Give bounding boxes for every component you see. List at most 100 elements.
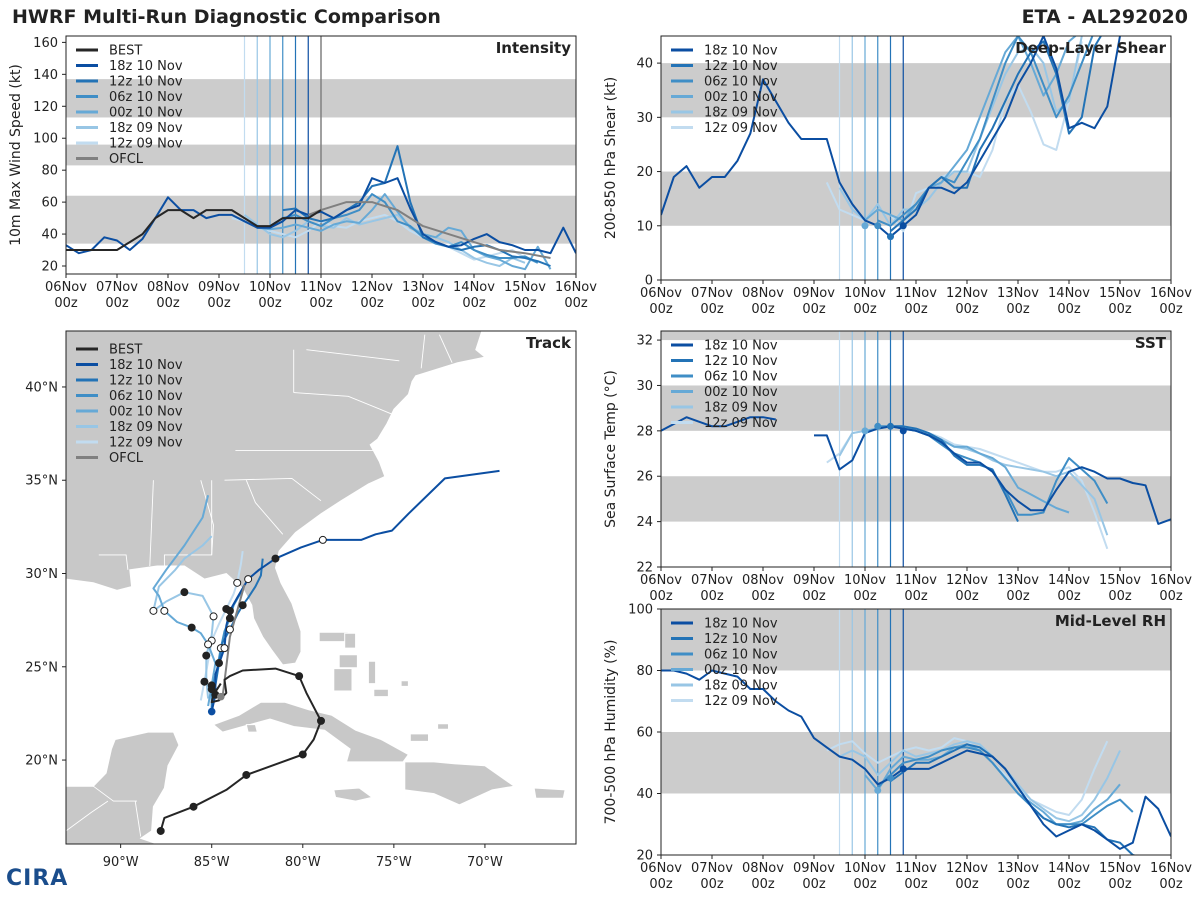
series-line <box>269 193 539 264</box>
x-tick-label: 06Nov <box>640 861 682 876</box>
x-tick-label: 00z <box>853 877 877 892</box>
y-tick-label: 28 <box>636 424 653 439</box>
rh-panel: 06Nov00z07Nov00z08Nov00z09Nov00z10Nov00z… <box>603 603 1192 893</box>
panel-title: Mid-Level RH <box>1055 612 1166 630</box>
y-tick-label: 22 <box>636 561 653 576</box>
panel-title: Deep-Layer Shear <box>1015 39 1166 57</box>
track-panel: 90°W 85°W 80°W 75°W 70°W 20°N 25°N 30°N 35°N 40°N… <box>25 330 577 870</box>
track-position-dot <box>180 588 189 597</box>
state-border <box>93 785 137 802</box>
x-tick-label: 09Nov <box>198 280 240 295</box>
state-border <box>98 554 129 570</box>
x-tick-label: 07Nov <box>691 286 733 301</box>
x-tick-label: 15Nov <box>1099 573 1141 588</box>
x-tick-label: 00z <box>1006 302 1030 317</box>
intensity-plot-area <box>66 36 576 274</box>
series-marker <box>861 427 869 435</box>
track-line <box>152 494 217 707</box>
x-tick-label: 00z <box>105 296 129 311</box>
y-axis-label: 700-500 hPa Humidity (%) <box>603 640 619 825</box>
state-border <box>306 349 400 362</box>
track-map-area <box>66 331 566 844</box>
shaded-band <box>661 331 1171 341</box>
legend-label: 18z 10 Nov <box>704 339 778 354</box>
x-tick-label: 00z <box>751 589 775 604</box>
track-line <box>221 584 246 697</box>
track-line <box>159 667 322 832</box>
track-position-dot <box>233 578 242 587</box>
x-tick-label: 08Nov <box>742 861 784 876</box>
bahamas-island <box>373 688 389 698</box>
x-tick-label: 00z <box>1108 302 1132 317</box>
legend-label: 12z 09 Nov <box>109 137 183 152</box>
series-marker <box>874 422 882 430</box>
panel-title: Track <box>526 334 572 352</box>
x-tick-label: 00z <box>156 296 180 311</box>
y-tick-label: 20 <box>41 260 58 275</box>
track-position-dot <box>317 716 325 725</box>
track-position-dot <box>202 651 211 660</box>
y-axis-label: 10m Max Wind Speed (kt) <box>8 64 24 246</box>
y-tick-label: 40 <box>636 787 653 802</box>
y-tick-label: 140 <box>33 68 58 83</box>
x-tick-label: 00z <box>802 589 826 604</box>
x-tick-label: 14Nov <box>453 280 495 295</box>
legend-label: 18z 10 Nov <box>109 59 183 74</box>
x-tick-label: 10Nov <box>844 573 886 588</box>
y-tick-label: 40°N <box>25 380 58 395</box>
us-landmass <box>66 331 487 666</box>
shaded-band <box>661 385 1171 431</box>
x-tick-label: 00z <box>751 877 775 892</box>
track-position-dot <box>298 750 307 759</box>
shaded-band <box>661 609 1171 671</box>
x-tick-label: 12Nov <box>351 280 393 295</box>
x-tick-label: 14Nov <box>1048 573 1090 588</box>
y-tick-label: 26 <box>636 470 653 485</box>
series-line <box>661 416 1171 525</box>
sst-plot-area <box>661 331 1171 567</box>
figure-title: HWRF Multi-Run Diagnostic Comparison <box>12 6 441 28</box>
track-position-dot <box>156 826 165 835</box>
legend-label: 00z 10 Nov <box>109 106 183 121</box>
x-tick-label: 10Nov <box>249 280 291 295</box>
state-border <box>293 392 395 416</box>
y-tick-label: 60 <box>41 196 58 211</box>
x-tick-label: 15Nov <box>1099 286 1141 301</box>
legend-label: 18z 10 Nov <box>109 358 183 373</box>
x-tick-label: 00z <box>1108 877 1132 892</box>
legend-label: 12z 10 Nov <box>109 75 183 90</box>
series-marker <box>887 422 894 430</box>
track-position-dot <box>215 659 223 668</box>
panel-title: SST <box>1135 334 1167 352</box>
x-tick-label: 00z <box>955 877 979 892</box>
y-tick-label: 20 <box>636 165 653 180</box>
legend-label: 12z 09 Nov <box>704 121 778 136</box>
x-tick-label: 07Nov <box>96 280 138 295</box>
x-tick-label: 13Nov <box>402 280 444 295</box>
puerto-rico-landmass <box>533 787 566 799</box>
y-tick-label: 20 <box>636 849 653 864</box>
y-tick-label: 24 <box>636 515 653 530</box>
x-tick-label: 00z <box>853 589 877 604</box>
series-marker <box>899 427 907 435</box>
x-tick-label: 10Nov <box>844 286 886 301</box>
track-position-dot <box>238 601 247 610</box>
x-tick-label: 00z <box>411 296 435 311</box>
series-marker <box>899 765 907 773</box>
x-tick-label: 00z <box>955 302 979 317</box>
state-border <box>245 480 284 535</box>
bahamas-island <box>318 631 349 643</box>
bahamas-island <box>344 632 357 649</box>
state-border <box>420 334 426 369</box>
y-tick-label: 30 <box>636 379 653 394</box>
y-tick-label: 160 <box>33 36 58 51</box>
state-border <box>66 800 109 832</box>
x-tick-label: 16Nov <box>1150 861 1192 876</box>
legend-label: 06z 10 Nov <box>704 75 778 90</box>
series-line <box>661 36 1122 238</box>
